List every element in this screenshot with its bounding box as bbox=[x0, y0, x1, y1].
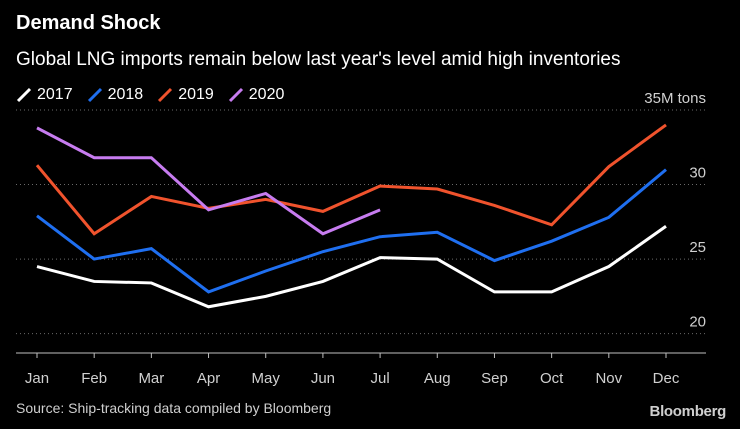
x-tick-label: Aug bbox=[424, 370, 451, 387]
legend-swatch-2020 bbox=[228, 87, 244, 103]
legend-swatch-2019 bbox=[157, 87, 173, 103]
chart-subtitle: Global LNG imports remain below last yea… bbox=[16, 49, 621, 70]
legend-label-2018: 2018 bbox=[107, 86, 144, 103]
legend-label-2017: 2017 bbox=[37, 86, 73, 103]
y-tick-label: 35M tons bbox=[644, 90, 706, 107]
chart-title: Demand Shock bbox=[16, 12, 161, 34]
y-tick-label: 30 bbox=[689, 165, 706, 182]
legend-label-2020: 2020 bbox=[248, 86, 285, 103]
legend-item-2020: 2020 bbox=[228, 86, 285, 104]
x-tick-label: Mar bbox=[138, 370, 164, 387]
x-tick-label: Dec bbox=[653, 370, 680, 387]
series-line-2019 bbox=[35, 123, 667, 236]
series-line-2018 bbox=[36, 168, 667, 294]
legend-item-2019: 2019 bbox=[157, 86, 214, 104]
legend-item-2018: 2018 bbox=[87, 86, 144, 104]
legend-swatch-2017 bbox=[16, 87, 32, 103]
x-tick-label: Jun bbox=[311, 370, 335, 387]
x-tick-label: May bbox=[252, 370, 281, 387]
y-tick-label: 20 bbox=[689, 314, 706, 331]
legend: 2017 2018 2019 2020 bbox=[16, 86, 298, 104]
x-tick-label: Feb bbox=[81, 370, 107, 387]
series-line-2017 bbox=[36, 225, 667, 309]
legend-swatch-2018 bbox=[87, 87, 103, 103]
source-note: Source: Ship-tracking data compiled by B… bbox=[16, 400, 332, 416]
x-tick-label: Sep bbox=[481, 370, 508, 387]
series-line-2020 bbox=[36, 126, 381, 236]
bloomberg-logo: Bloomberg bbox=[649, 403, 727, 420]
x-tick-label: Jul bbox=[370, 370, 389, 387]
legend-item-2017: 2017 bbox=[16, 86, 73, 104]
x-tick-label: Jan bbox=[25, 370, 49, 387]
x-tick-label: Nov bbox=[595, 370, 622, 387]
x-tick-label: Oct bbox=[540, 370, 564, 387]
y-tick-label: 25 bbox=[689, 239, 706, 256]
legend-label-2019: 2019 bbox=[178, 86, 214, 103]
x-tick-label: Apr bbox=[197, 370, 220, 387]
